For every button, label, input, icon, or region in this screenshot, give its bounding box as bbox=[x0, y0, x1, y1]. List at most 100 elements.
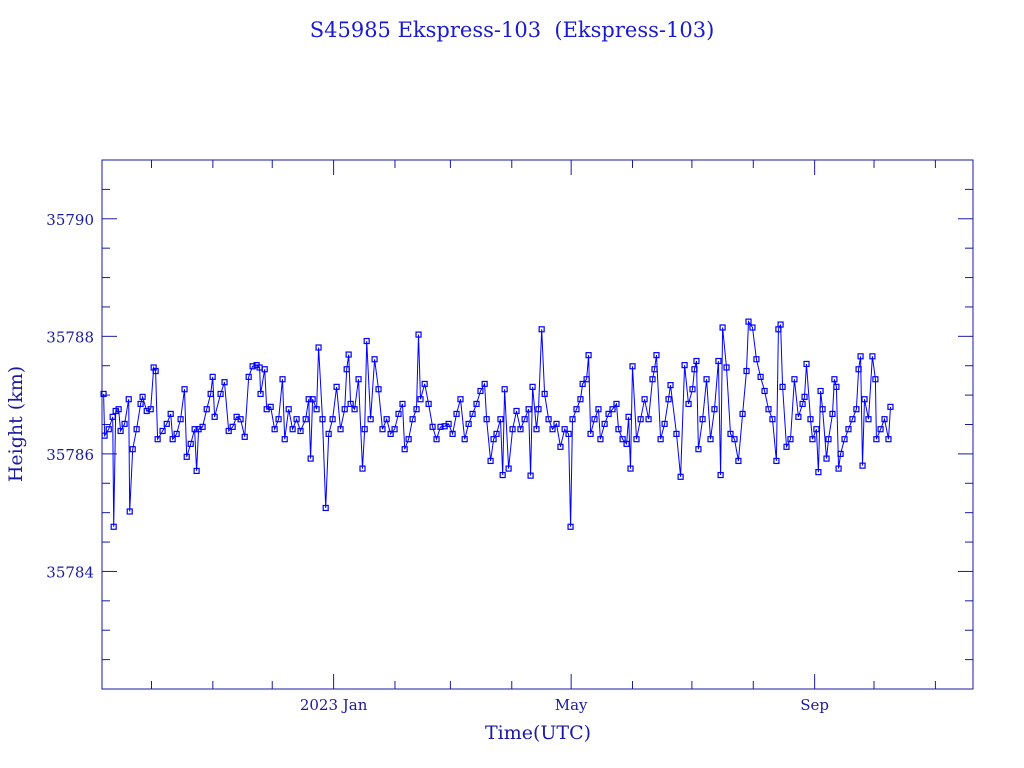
data-point bbox=[499, 471, 506, 479]
data-point bbox=[147, 406, 154, 413]
data-point bbox=[885, 436, 892, 443]
data-point bbox=[279, 376, 286, 383]
data-point bbox=[271, 426, 278, 433]
data-point bbox=[887, 403, 894, 410]
data-point bbox=[545, 416, 552, 423]
data-point bbox=[322, 504, 329, 512]
data-point bbox=[707, 436, 714, 443]
data-point bbox=[597, 436, 604, 443]
data-point bbox=[387, 430, 394, 438]
data-point bbox=[425, 400, 432, 408]
data-point bbox=[110, 523, 117, 530]
data-point bbox=[445, 420, 452, 428]
data-point bbox=[877, 426, 884, 433]
data-point bbox=[225, 427, 232, 435]
data-point bbox=[375, 386, 382, 393]
data-point bbox=[703, 376, 710, 383]
data-point bbox=[719, 324, 726, 331]
data-point bbox=[293, 416, 300, 423]
data-point bbox=[115, 406, 122, 413]
data-point bbox=[154, 436, 161, 443]
data-point bbox=[289, 426, 296, 433]
data-point bbox=[237, 416, 244, 423]
data-point bbox=[859, 462, 866, 469]
data-point bbox=[553, 420, 560, 428]
data-point bbox=[163, 420, 170, 428]
x-tick-label: May bbox=[555, 696, 588, 714]
data-point bbox=[873, 436, 880, 443]
data-point bbox=[787, 436, 794, 443]
data-point bbox=[417, 396, 424, 403]
data-point bbox=[629, 363, 636, 370]
data-point bbox=[325, 430, 332, 438]
data-point bbox=[159, 427, 166, 435]
data-point bbox=[391, 426, 398, 433]
x-axis-label: Time(UTC) bbox=[485, 722, 591, 744]
data-point bbox=[329, 416, 336, 423]
data-point bbox=[565, 430, 572, 438]
data-point bbox=[595, 406, 602, 413]
data-point bbox=[557, 443, 564, 450]
data-point bbox=[753, 356, 760, 363]
data-point bbox=[727, 430, 734, 438]
data-point bbox=[601, 420, 608, 428]
data-point bbox=[379, 426, 386, 433]
data-point bbox=[395, 410, 402, 418]
data-point bbox=[735, 457, 742, 465]
data-point bbox=[667, 382, 674, 389]
series-line bbox=[103, 320, 891, 527]
data-point bbox=[461, 436, 468, 443]
data-point bbox=[313, 406, 320, 413]
data-point bbox=[361, 426, 368, 433]
data-point bbox=[865, 416, 872, 423]
data-point bbox=[731, 436, 738, 443]
data-point bbox=[199, 423, 206, 430]
data-point bbox=[823, 455, 830, 462]
data-point bbox=[579, 380, 586, 388]
data-point bbox=[561, 426, 568, 433]
data-point bbox=[569, 416, 576, 423]
data-point bbox=[809, 436, 816, 443]
data-point bbox=[241, 433, 248, 440]
data-point bbox=[529, 383, 536, 390]
y-tick-label: 35786 bbox=[46, 446, 94, 464]
data-point bbox=[139, 393, 146, 400]
data-point bbox=[207, 390, 214, 398]
data-point bbox=[699, 416, 706, 423]
data-point bbox=[665, 396, 672, 403]
data-point bbox=[152, 367, 159, 375]
data-point bbox=[765, 406, 772, 413]
data-point bbox=[315, 344, 322, 351]
data-point bbox=[429, 423, 436, 430]
data-point bbox=[433, 436, 440, 443]
data-point bbox=[125, 396, 132, 403]
data-point bbox=[799, 400, 806, 408]
data-point bbox=[845, 426, 852, 433]
data-point bbox=[831, 376, 838, 383]
data-point bbox=[245, 373, 252, 380]
data-point bbox=[549, 426, 556, 433]
data-point bbox=[585, 352, 592, 359]
data-point bbox=[691, 366, 698, 373]
data-point bbox=[191, 426, 198, 433]
data-point bbox=[187, 440, 194, 447]
data-point bbox=[681, 362, 688, 369]
data-point bbox=[221, 379, 228, 386]
data-point bbox=[173, 430, 180, 438]
data-point bbox=[177, 416, 184, 423]
data-point bbox=[813, 426, 820, 433]
data-point bbox=[855, 366, 862, 373]
data-point bbox=[761, 387, 768, 395]
data-point bbox=[473, 400, 480, 408]
y-tick-label: 35784 bbox=[46, 563, 94, 581]
data-point bbox=[359, 465, 366, 472]
data-point bbox=[363, 337, 370, 345]
data-point bbox=[415, 331, 422, 338]
data-point bbox=[829, 410, 836, 418]
data-point bbox=[143, 407, 150, 415]
data-point bbox=[481, 380, 488, 388]
data-point bbox=[795, 413, 802, 420]
data-point bbox=[817, 387, 824, 395]
data-point bbox=[791, 376, 798, 383]
data-point bbox=[567, 523, 574, 530]
